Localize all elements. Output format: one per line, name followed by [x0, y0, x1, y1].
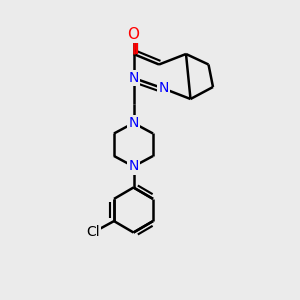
Text: N: N	[128, 71, 139, 85]
Text: N: N	[128, 160, 139, 173]
Text: O: O	[128, 27, 140, 42]
Text: N: N	[158, 82, 169, 95]
Text: Cl: Cl	[86, 226, 100, 239]
Text: N: N	[128, 116, 139, 130]
